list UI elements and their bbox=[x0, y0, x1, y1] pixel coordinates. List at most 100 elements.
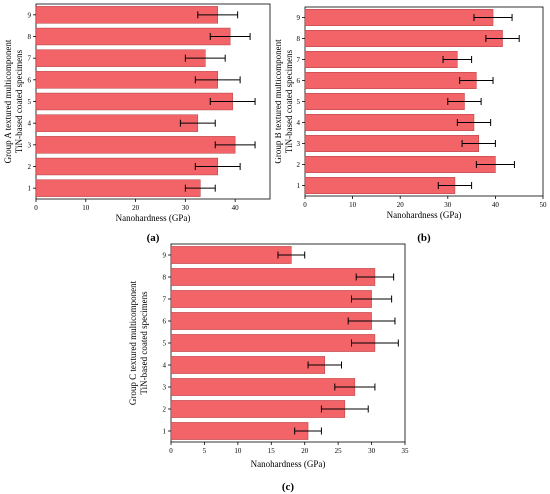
bar bbox=[35, 179, 201, 197]
x-tick-label: 30 bbox=[182, 204, 190, 212]
bar bbox=[304, 72, 477, 89]
error-bar bbox=[351, 295, 393, 303]
y-axis-label: Group B textured multicomponent bbox=[275, 39, 283, 164]
x-tick-label: 20 bbox=[132, 204, 140, 212]
error-bar bbox=[334, 383, 376, 391]
y-tick-label: 8 bbox=[297, 35, 301, 43]
error-bar bbox=[351, 339, 399, 347]
error-bar bbox=[320, 405, 369, 413]
error-bar bbox=[473, 14, 513, 21]
y-tick-label: 5 bbox=[163, 340, 167, 348]
panel-caption: (c) bbox=[282, 481, 295, 493]
y-axis-label: TiN-based coated specimens bbox=[139, 291, 149, 395]
y-tick-label: 4 bbox=[28, 120, 32, 128]
x-tick-label: 0 bbox=[34, 204, 38, 212]
bar bbox=[170, 400, 346, 418]
y-tick-label: 7 bbox=[297, 56, 301, 64]
error-bar bbox=[459, 77, 494, 84]
bar bbox=[35, 136, 236, 154]
y-tick-label: 7 bbox=[163, 296, 167, 304]
y-tick-label: 3 bbox=[163, 384, 167, 392]
y-tick-label: 6 bbox=[28, 76, 32, 84]
error-bar bbox=[456, 119, 492, 126]
y-tick-label: 1 bbox=[28, 185, 32, 193]
y-tick-label: 3 bbox=[297, 140, 301, 148]
bar bbox=[35, 71, 218, 89]
x-tick-label: 20 bbox=[397, 201, 405, 209]
x-tick-label: 30 bbox=[444, 201, 452, 209]
x-axis-label: Nanohardness (GPa) bbox=[116, 213, 191, 223]
y-tick-label: 5 bbox=[28, 98, 32, 106]
y-tick-label: 9 bbox=[28, 11, 32, 19]
bar bbox=[35, 27, 231, 46]
error-bar bbox=[194, 76, 241, 84]
y-tick-label: 2 bbox=[28, 163, 32, 171]
x-tick-label: 10 bbox=[234, 447, 242, 455]
y-tick-label: 6 bbox=[163, 318, 167, 326]
y-axis-label: TiN-based coated specimens bbox=[284, 49, 294, 153]
bar bbox=[170, 246, 292, 264]
bar bbox=[304, 30, 503, 47]
bar bbox=[170, 334, 376, 352]
error-bar bbox=[214, 141, 256, 149]
x-tick-label: 5 bbox=[203, 447, 207, 455]
panel-caption: (a) bbox=[147, 232, 160, 244]
x-tick-label: 10 bbox=[349, 201, 357, 209]
y-tick-label: 4 bbox=[297, 119, 301, 127]
y-tick-label: 8 bbox=[163, 274, 167, 282]
y-axis-label: Group A textured multicomponent bbox=[3, 39, 13, 163]
bar bbox=[35, 49, 206, 67]
error-bar bbox=[475, 161, 515, 168]
error-bar bbox=[447, 98, 482, 105]
y-axis-label: Group C textured multicomponent bbox=[128, 280, 138, 405]
bar bbox=[35, 92, 233, 111]
x-tick-label: 50 bbox=[540, 201, 548, 209]
bar bbox=[304, 177, 456, 194]
x-tick-label: 10 bbox=[82, 204, 90, 212]
y-tick-label: 7 bbox=[28, 55, 32, 63]
y-tick-label: 6 bbox=[297, 77, 301, 85]
x-tick-label: 40 bbox=[492, 201, 500, 209]
x-tick-label: 20 bbox=[301, 447, 309, 455]
x-tick-label: 0 bbox=[169, 447, 173, 455]
x-tick-label: 15 bbox=[268, 447, 276, 455]
chart-panel-2: 1 2 3 4 5 6 7 8 9 0 10 20 30 40 50 Nanohardness (GPa) Gr… bbox=[275, 6, 548, 244]
y-tick-label: 8 bbox=[28, 33, 32, 41]
bar bbox=[35, 157, 218, 176]
y-tick-label: 9 bbox=[163, 252, 167, 260]
y-tick-label: 5 bbox=[297, 98, 301, 106]
x-tick-label: 30 bbox=[368, 447, 376, 455]
y-tick-label: 1 bbox=[163, 428, 167, 436]
bar bbox=[35, 6, 218, 24]
bar bbox=[304, 93, 465, 110]
x-tick-label: 25 bbox=[335, 447, 343, 455]
error-bar bbox=[209, 33, 251, 40]
error-bar bbox=[485, 35, 520, 42]
x-axis-label: Nanohardness (GPa) bbox=[387, 210, 462, 220]
error-bar bbox=[461, 140, 496, 147]
x-tick-label: 40 bbox=[232, 204, 240, 212]
x-axis-label: Nanohardness (GPa) bbox=[251, 459, 326, 469]
y-tick-label: 2 bbox=[163, 406, 167, 414]
y-tick-label: 4 bbox=[163, 362, 167, 370]
error-bar bbox=[179, 119, 216, 127]
bar bbox=[170, 312, 372, 330]
error-bar bbox=[197, 11, 239, 19]
error-bar bbox=[209, 98, 256, 105]
error-bar bbox=[194, 163, 241, 170]
y-tick-label: 1 bbox=[297, 182, 301, 190]
y-tick-label: 2 bbox=[297, 161, 301, 169]
bar bbox=[35, 114, 199, 132]
error-bar bbox=[184, 54, 226, 62]
y-tick-label: 9 bbox=[297, 14, 301, 22]
error-bar bbox=[442, 56, 473, 63]
bar bbox=[170, 378, 356, 396]
panel-caption: (b) bbox=[417, 232, 431, 244]
error-bar bbox=[294, 427, 322, 435]
bar bbox=[304, 114, 475, 131]
x-tick-label: 35 bbox=[402, 447, 410, 455]
y-tick-label: 3 bbox=[28, 141, 32, 149]
bar bbox=[304, 9, 494, 26]
bar bbox=[170, 422, 309, 440]
